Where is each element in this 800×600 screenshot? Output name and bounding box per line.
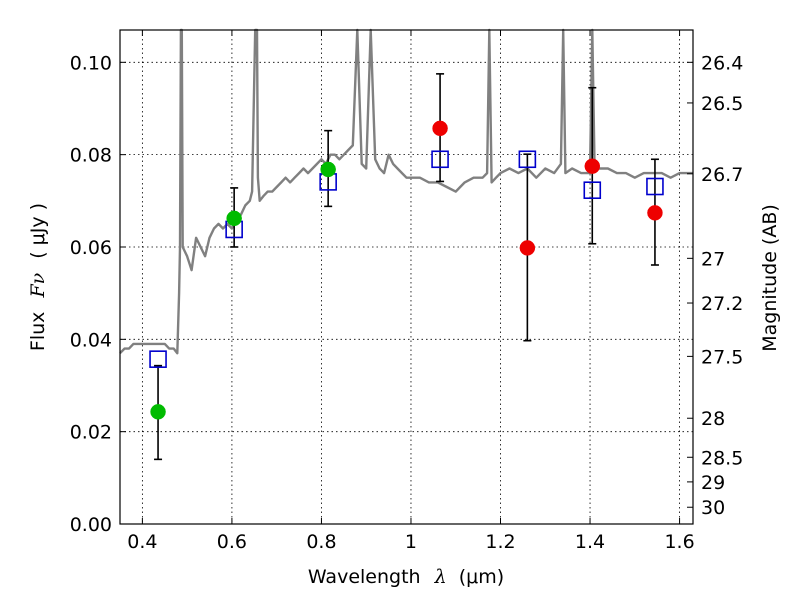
observed-point (226, 210, 242, 227)
observed-point (584, 158, 601, 174)
x-tick-label: 0.8 (306, 531, 336, 553)
x-tick-label: 1.4 (575, 531, 605, 553)
error-bars (154, 73, 659, 461)
model-point (646, 177, 664, 196)
y2-tick-label: 29 (701, 472, 725, 494)
observed-point (320, 161, 336, 178)
y2-tick-label: 28.5 (701, 447, 743, 469)
y2-ticks: 26.4 26.5 26.7 27 27.2 27.5 28 28.5 29 30 (687, 52, 743, 519)
y2-tick-label: 27.2 (701, 293, 743, 315)
y-ticks: 0.00 0.02 0.04 0.06 0.08 0.10 (70, 52, 126, 536)
y-tick-label: 0.02 (70, 422, 112, 444)
model-point (518, 150, 537, 169)
model-point (149, 350, 167, 368)
y-axis-title: Flux Fν ( μJy ) (27, 203, 49, 351)
x-tick-label: 0.4 (127, 531, 157, 553)
x-tick-label: 1 (405, 531, 417, 553)
y2-axis-title: Magnitude (AB) (759, 204, 781, 352)
spectrum-line (119, 28, 693, 355)
y2-tick-label: 30 (701, 497, 725, 519)
observed-point (647, 205, 663, 221)
observed-point (150, 404, 166, 420)
x-axis-title-prefix: Wavelength (308, 566, 421, 588)
y2-tick-label: 26.4 (701, 52, 743, 74)
x-axis-title-unit: (μm) (459, 566, 504, 588)
y2-tick-label: 28 (701, 408, 725, 430)
observed-point (519, 240, 536, 256)
x-tick-label: 1.2 (485, 531, 515, 553)
model-point (431, 150, 449, 169)
spectrum-series (119, 28, 693, 355)
x-axis-title-symbol: λ (434, 566, 447, 588)
model-point (583, 181, 602, 200)
y2-tick-label: 27 (701, 248, 725, 270)
x-axis-title: Wavelength λ (μm) (308, 566, 504, 588)
y2-tick-label: 27.5 (701, 346, 743, 368)
y-axis-title-symbol: Fν (27, 272, 49, 298)
plot-frame (119, 29, 694, 525)
y-axis-title-prefix: Flux (27, 312, 49, 352)
y-axis-title-unit: ( μJy ) (27, 203, 49, 259)
grid-lines (120, 30, 693, 525)
y2-tick-label: 26.5 (701, 93, 743, 115)
y2-tick-label: 26.7 (701, 164, 743, 186)
y-tick-label: 0.10 (70, 52, 112, 74)
data-points (149, 120, 664, 420)
x-tick-label: 0.6 (217, 531, 247, 553)
observed-point (432, 120, 448, 137)
y-tick-label: 0.06 (70, 237, 112, 259)
x-ticks: 0.4 0.6 0.8 1 1.2 1.4 1.6 (127, 30, 695, 553)
y-tick-label: 0.00 (70, 514, 112, 536)
y-tick-label: 0.04 (70, 329, 112, 351)
x-tick-label: 1.6 (664, 531, 694, 553)
y-tick-label: 0.08 (70, 145, 112, 167)
